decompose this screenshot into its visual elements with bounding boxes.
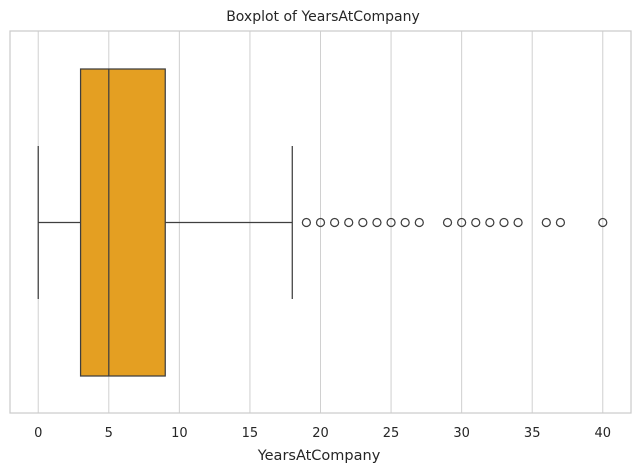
x-axis-label: YearsAtCompany [257, 448, 381, 464]
outlier-point-29 [442, 217, 453, 228]
box-plot [37, 68, 293, 377]
x-tick-label-30: 30 [453, 426, 470, 441]
outlier-point-21 [329, 217, 340, 228]
outlier-point-27 [414, 217, 424, 228]
outlier-point-24 [372, 217, 382, 228]
x-tick-labels: 0 5 10 15 20 25 30 35 40 [34, 426, 611, 441]
outlier-point-31 [471, 217, 481, 228]
x-tick-label-40: 40 [594, 426, 611, 441]
outlier-point-32 [485, 217, 495, 228]
outlier-point-25 [386, 217, 396, 228]
x-tick-label-25: 25 [383, 426, 400, 441]
outlier-point-20 [315, 217, 326, 228]
iqr-box [79, 68, 166, 377]
outlier-point-40 [598, 217, 608, 228]
chart-title: Boxplot of YearsAtCompany [226, 9, 420, 25]
x-tick-label-5: 5 [105, 426, 113, 441]
outliers [301, 217, 608, 228]
outlier-point-36 [541, 217, 551, 228]
x-tick-label-15: 15 [242, 426, 259, 441]
x-tick-label-0: 0 [34, 426, 42, 441]
outlier-point-22 [344, 217, 354, 228]
outlier-point-33 [499, 217, 509, 228]
outlier-point-34 [513, 217, 523, 228]
outlier-point-26 [400, 217, 410, 228]
outlier-point-23 [358, 217, 368, 228]
x-tick-label-10: 10 [171, 426, 188, 441]
plot-frame [9, 30, 632, 414]
outlier-point-30 [457, 217, 467, 228]
x-tick-label-20: 20 [312, 426, 329, 441]
x-tick-label-35: 35 [524, 426, 541, 441]
outlier-point-37 [555, 217, 566, 228]
outlier-point-19 [301, 217, 312, 228]
